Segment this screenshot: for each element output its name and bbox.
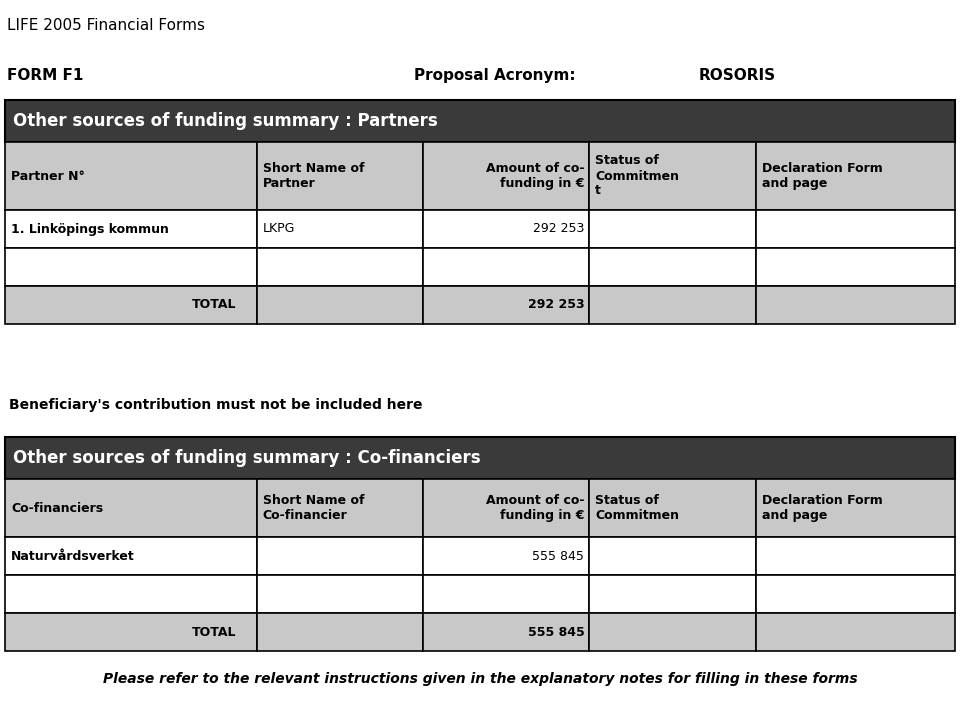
Bar xyxy=(589,286,756,324)
Bar xyxy=(589,210,756,248)
Text: Amount of co-
funding in €: Amount of co- funding in € xyxy=(486,162,585,190)
Bar xyxy=(589,248,756,286)
Bar xyxy=(5,537,256,575)
Bar xyxy=(756,613,955,651)
Bar xyxy=(423,210,589,248)
Bar xyxy=(756,142,955,210)
Bar xyxy=(256,575,423,613)
Text: LKPG: LKPG xyxy=(263,223,295,235)
Text: Other sources of funding summary : Partners: Other sources of funding summary : Partn… xyxy=(13,112,438,130)
Bar xyxy=(256,142,423,210)
Bar xyxy=(423,248,589,286)
Text: LIFE 2005 Financial Forms: LIFE 2005 Financial Forms xyxy=(7,18,205,33)
Bar xyxy=(256,479,423,537)
Text: Short Name of
Co-financier: Short Name of Co-financier xyxy=(263,494,364,522)
Text: Partner N°: Partner N° xyxy=(11,169,84,183)
Bar xyxy=(589,479,756,537)
Bar xyxy=(5,142,256,210)
Bar xyxy=(756,537,955,575)
Text: Beneficiary's contribution must not be included here: Beneficiary's contribution must not be i… xyxy=(9,398,422,412)
Bar xyxy=(256,210,423,248)
Bar xyxy=(423,286,589,324)
Bar xyxy=(423,575,589,613)
Text: 292 253: 292 253 xyxy=(533,223,585,235)
Text: FORM F1: FORM F1 xyxy=(7,68,84,83)
Bar xyxy=(589,142,756,210)
Bar xyxy=(423,142,589,210)
Text: 1. Linköpings kommun: 1. Linköpings kommun xyxy=(11,223,169,235)
Bar xyxy=(756,286,955,324)
Bar xyxy=(256,613,423,651)
Bar xyxy=(5,286,256,324)
Bar xyxy=(589,613,756,651)
Text: Declaration Form
and page: Declaration Form and page xyxy=(761,162,882,190)
Text: 555 845: 555 845 xyxy=(527,625,585,639)
Text: Amount of co-
funding in €: Amount of co- funding in € xyxy=(486,494,585,522)
Text: ROSORIS: ROSORIS xyxy=(699,68,776,83)
Bar xyxy=(5,613,256,651)
Text: TOTAL: TOTAL xyxy=(192,625,236,639)
Bar xyxy=(589,537,756,575)
Bar xyxy=(5,100,955,142)
Text: 555 845: 555 845 xyxy=(533,550,585,562)
Text: Naturvårdsverket: Naturvårdsverket xyxy=(11,550,134,562)
Bar xyxy=(756,575,955,613)
Bar xyxy=(5,479,256,537)
Text: 292 253: 292 253 xyxy=(528,298,585,312)
Text: Status of
Commitmen: Status of Commitmen xyxy=(595,494,680,522)
Text: Short Name of
Partner: Short Name of Partner xyxy=(263,162,364,190)
Bar xyxy=(256,537,423,575)
Bar xyxy=(756,210,955,248)
Bar xyxy=(423,613,589,651)
Text: TOTAL: TOTAL xyxy=(192,298,236,312)
Bar xyxy=(423,479,589,537)
Text: Co-financiers: Co-financiers xyxy=(11,501,103,515)
Bar xyxy=(423,537,589,575)
Bar xyxy=(756,479,955,537)
Bar xyxy=(5,210,256,248)
Bar xyxy=(256,286,423,324)
Bar xyxy=(756,248,955,286)
Text: Please refer to the relevant instructions given in the explanatory notes for fil: Please refer to the relevant instruction… xyxy=(103,672,857,686)
Text: Declaration Form
and page: Declaration Form and page xyxy=(761,494,882,522)
Bar xyxy=(5,437,955,479)
Bar xyxy=(256,248,423,286)
Bar xyxy=(5,575,256,613)
Text: Proposal Acronym:: Proposal Acronym: xyxy=(414,68,575,83)
Text: Status of
Commitmen
t: Status of Commitmen t xyxy=(595,154,680,197)
Bar xyxy=(5,248,256,286)
Bar xyxy=(589,575,756,613)
Text: Other sources of funding summary : Co-financiers: Other sources of funding summary : Co-fi… xyxy=(13,449,481,467)
